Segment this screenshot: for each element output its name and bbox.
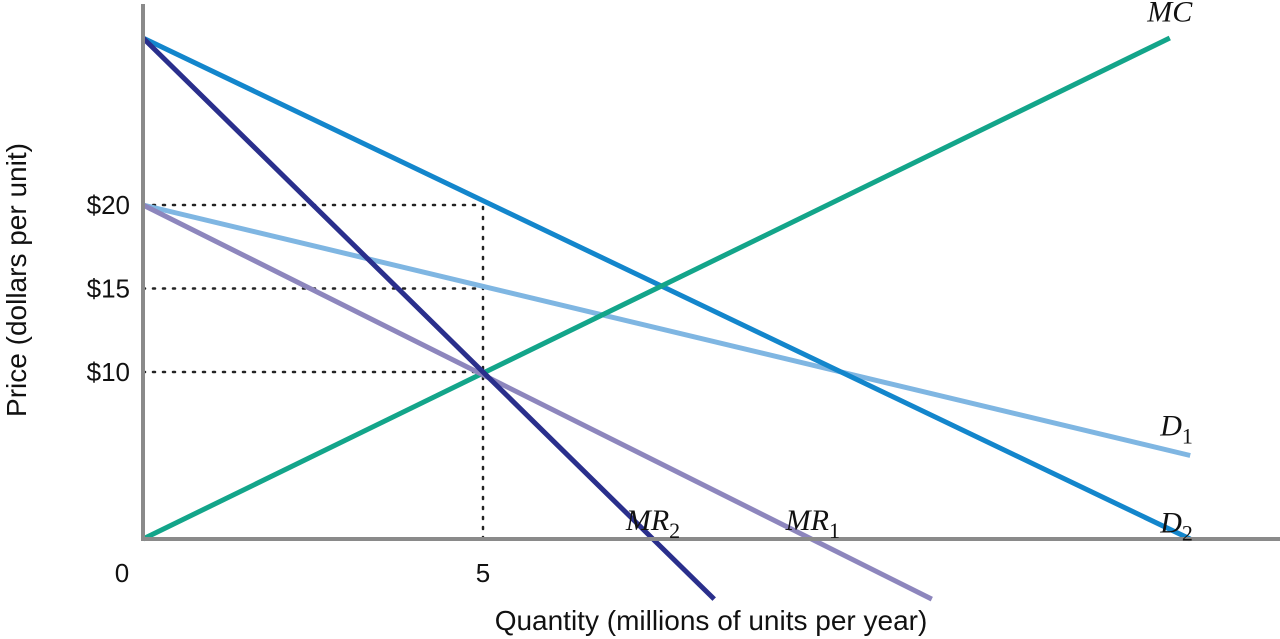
curve-labels: MC D1 D2 MR1 MR2 <box>625 0 1193 545</box>
x-tick-label: 5 <box>476 558 490 588</box>
y-tick-label: $15 <box>87 274 130 304</box>
series-label-d1: D1 <box>1159 409 1193 448</box>
series-label-d2: D2 <box>1159 506 1193 545</box>
axes <box>141 4 1280 541</box>
series-line-mr1 <box>141 202 933 602</box>
y-tick-label: $10 <box>87 357 130 387</box>
series-line-d2 <box>141 35 1192 542</box>
series-line-mr2 <box>141 36 716 601</box>
y-tick-label: $20 <box>87 190 130 220</box>
series-line-mc <box>141 35 1171 542</box>
series-label-mr2: MR2 <box>625 504 680 543</box>
y-axis-title: Price (dollars per unit) <box>1 143 32 417</box>
tick-labels: $10 $15 $20 0 5 <box>87 190 491 588</box>
series-label-mr1: MR1 <box>785 504 840 543</box>
reference-lines <box>141 203 485 541</box>
curves <box>141 35 1192 602</box>
series-label-mc: MC <box>1146 0 1193 28</box>
x-tick-label: 0 <box>115 558 129 588</box>
x-axis-title: Quantity (millions of units per year) <box>495 605 928 636</box>
series-line-d1 <box>142 202 1191 458</box>
